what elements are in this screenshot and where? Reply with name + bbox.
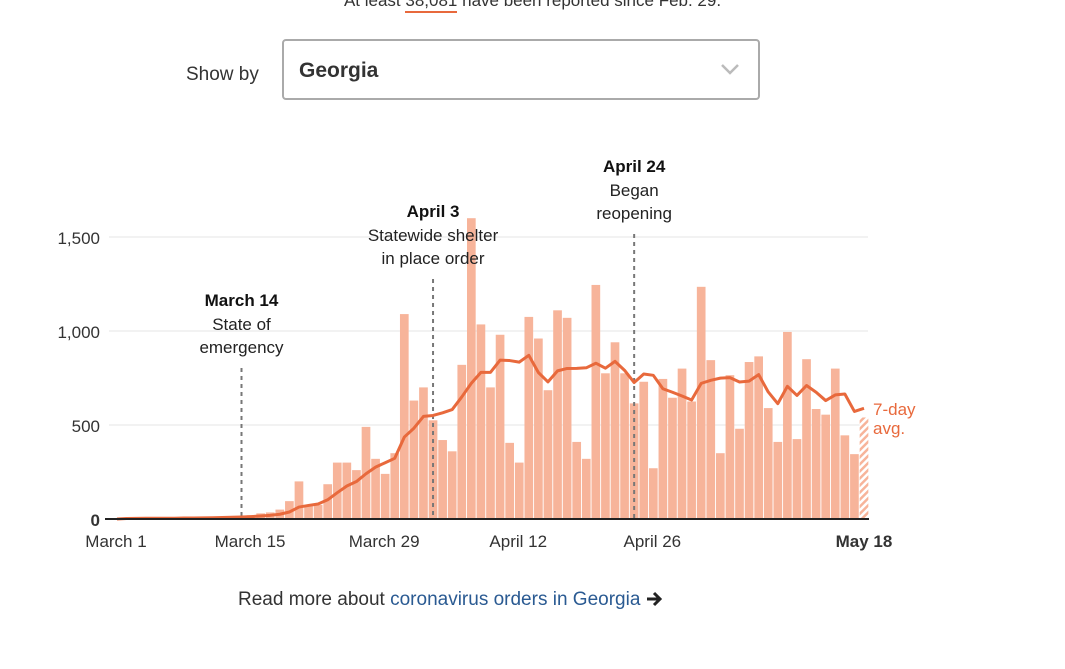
bar	[677, 368, 687, 519]
show-by-label: Show by	[186, 64, 259, 85]
bar	[543, 390, 553, 519]
read-more: Read more about coronavirus orders in Ge…	[238, 589, 664, 611]
bar	[285, 501, 294, 519]
bar	[830, 368, 840, 519]
bar	[706, 360, 716, 519]
bar	[294, 481, 304, 519]
bar	[409, 400, 419, 519]
bar	[514, 462, 524, 519]
bar	[380, 473, 390, 519]
bar	[419, 387, 428, 519]
selected-state: Georgia	[299, 59, 379, 82]
bar	[352, 470, 361, 519]
y-tick-label: 1,000	[57, 323, 100, 342]
bar	[696, 286, 706, 519]
bar	[591, 284, 601, 519]
bar	[668, 397, 677, 519]
x-tick-label: May 18	[836, 532, 893, 551]
bar	[620, 373, 629, 519]
bar	[648, 468, 658, 519]
y-tick-label: 500	[72, 417, 100, 436]
bar	[304, 504, 313, 519]
bar	[744, 362, 754, 519]
annotation-text: in place order	[382, 249, 485, 268]
case-count: 38,081	[405, 0, 458, 13]
bar	[438, 440, 447, 519]
bar	[735, 428, 744, 519]
bar	[524, 316, 534, 519]
bar	[716, 453, 725, 519]
series-label: avg.	[873, 419, 905, 438]
bar	[428, 420, 438, 519]
annotation-text: State of	[212, 315, 271, 334]
y-tick-label: 1,500	[57, 229, 100, 248]
annotation-text: Began	[610, 181, 659, 200]
bar	[332, 462, 342, 519]
y-tick-label: 0	[91, 511, 100, 530]
bar	[399, 314, 409, 519]
bar	[754, 356, 763, 519]
chevron-down-icon	[721, 64, 739, 75]
orders-link[interactable]: coronavirus orders in Georgia	[390, 589, 641, 610]
x-tick-label: March 15	[215, 532, 286, 551]
bar	[610, 342, 620, 519]
bar	[323, 484, 333, 519]
x-tick-label: April 26	[623, 532, 681, 551]
annotation-text: emergency	[199, 338, 284, 357]
bar	[313, 504, 323, 519]
annotation-title: April 24	[603, 157, 666, 176]
bar	[859, 417, 869, 519]
bar	[687, 401, 696, 519]
bar	[811, 409, 821, 519]
bar	[840, 435, 850, 519]
arrow-right-icon	[646, 591, 662, 607]
bar	[457, 364, 467, 519]
bar	[505, 442, 514, 519]
bar	[371, 458, 380, 519]
bar	[850, 454, 859, 519]
seven-day-average-line	[116, 353, 865, 521]
x-tick-label: April 12	[489, 532, 547, 551]
bar	[658, 378, 668, 519]
bar	[534, 338, 543, 519]
bar	[581, 458, 591, 519]
bar	[447, 451, 457, 519]
bar	[639, 381, 649, 519]
bar	[467, 218, 476, 519]
bar	[763, 408, 773, 519]
bar	[821, 414, 831, 519]
annotation-title: April 3	[407, 202, 460, 221]
bar	[572, 441, 582, 519]
bar	[495, 334, 505, 519]
series-label: 7-day	[873, 400, 916, 419]
bar	[601, 373, 610, 519]
bar	[562, 317, 572, 519]
bar	[553, 310, 562, 519]
bar	[725, 375, 735, 519]
annotation-title: March 14	[205, 291, 279, 310]
annotation-text: reopening	[596, 204, 672, 223]
bar	[476, 324, 486, 519]
bar	[802, 359, 811, 519]
bar	[486, 387, 495, 519]
summary-text: At least 38,081 have been reported since…	[0, 0, 1065, 13]
bar	[783, 331, 792, 519]
bar	[390, 453, 400, 519]
bar	[342, 462, 352, 519]
bar	[773, 441, 783, 519]
x-tick-label: March 1	[85, 532, 146, 551]
annotation-text: Statewide shelter	[368, 226, 499, 245]
x-tick-label: March 29	[349, 532, 420, 551]
bar	[792, 439, 802, 519]
state-select[interactable]: Georgia	[282, 39, 760, 100]
